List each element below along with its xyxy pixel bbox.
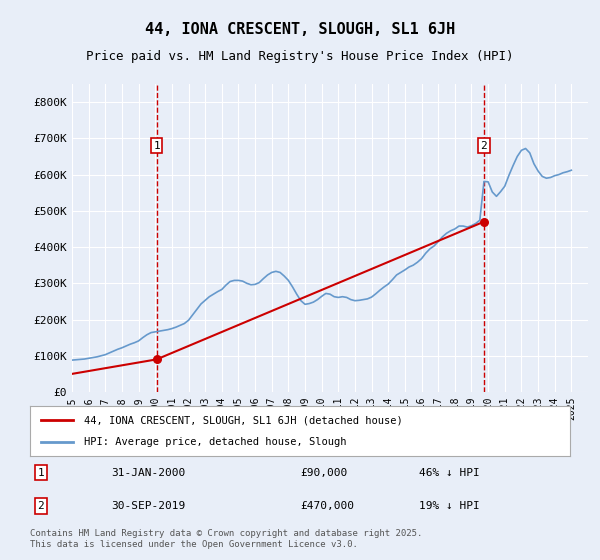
Text: Contains HM Land Registry data © Crown copyright and database right 2025.
This d: Contains HM Land Registry data © Crown c…	[30, 529, 422, 549]
Text: HPI: Average price, detached house, Slough: HPI: Average price, detached house, Slou…	[84, 437, 347, 447]
Text: 44, IONA CRESCENT, SLOUGH, SL1 6JH (detached house): 44, IONA CRESCENT, SLOUGH, SL1 6JH (deta…	[84, 415, 403, 425]
Point	[152, 355, 161, 364]
Text: 2: 2	[481, 141, 487, 151]
Text: 44, IONA CRESCENT, SLOUGH, SL1 6JH: 44, IONA CRESCENT, SLOUGH, SL1 6JH	[145, 22, 455, 38]
Text: 30-SEP-2019: 30-SEP-2019	[111, 501, 185, 511]
Text: 1: 1	[153, 141, 160, 151]
Text: 2: 2	[37, 501, 44, 511]
Text: £470,000: £470,000	[300, 501, 354, 511]
Text: 19% ↓ HPI: 19% ↓ HPI	[419, 501, 479, 511]
Text: 31-JAN-2000: 31-JAN-2000	[111, 468, 185, 478]
Text: Price paid vs. HM Land Registry's House Price Index (HPI): Price paid vs. HM Land Registry's House …	[86, 50, 514, 63]
Text: £90,000: £90,000	[300, 468, 347, 478]
Point	[479, 217, 489, 226]
Text: 46% ↓ HPI: 46% ↓ HPI	[419, 468, 479, 478]
Text: 1: 1	[37, 468, 44, 478]
